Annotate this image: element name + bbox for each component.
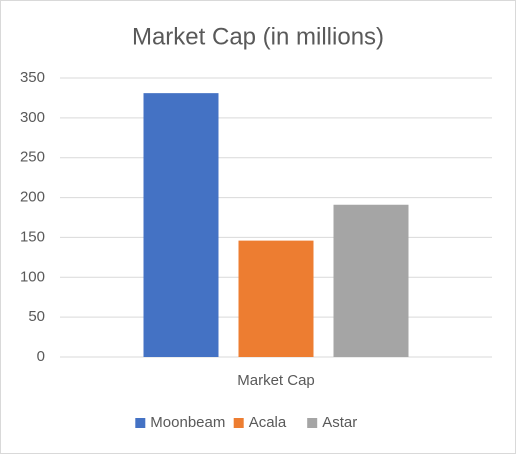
y-tick-label: 200 <box>20 189 45 206</box>
bar <box>143 93 219 357</box>
legend-swatch <box>135 418 146 428</box>
y-tick-label: 150 <box>20 228 45 245</box>
bar <box>238 240 314 357</box>
legend-label: Moonbeam <box>150 414 225 431</box>
legend-swatch <box>307 418 318 428</box>
y-tick-label: 250 <box>20 149 45 166</box>
bar <box>333 204 409 357</box>
y-tick-label: 100 <box>20 268 45 285</box>
y-tick-label: 50 <box>28 308 45 325</box>
y-tick-label: 350 <box>20 69 45 86</box>
legend-label: Astar <box>322 414 357 431</box>
chart-title: Market Cap (in millions) <box>132 23 384 50</box>
x-tick-label: Market Cap <box>237 372 315 389</box>
legend-swatch <box>233 418 244 428</box>
y-tick-label: 0 <box>37 348 45 365</box>
y-tick-label: 300 <box>20 109 45 126</box>
legend-label: Acala <box>249 414 287 431</box>
